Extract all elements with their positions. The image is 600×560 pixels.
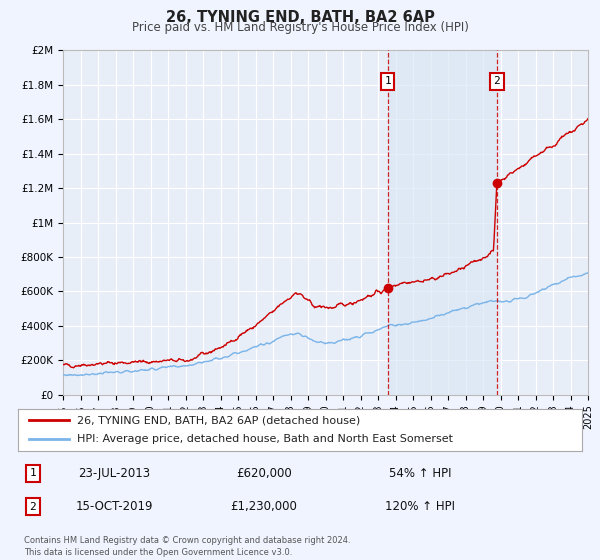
Text: Price paid vs. HM Land Registry's House Price Index (HPI): Price paid vs. HM Land Registry's House … [131, 21, 469, 34]
Text: 54% ↑ HPI: 54% ↑ HPI [389, 466, 451, 480]
Text: This data is licensed under the Open Government Licence v3.0.: This data is licensed under the Open Gov… [24, 548, 292, 557]
Text: 1: 1 [29, 468, 37, 478]
Text: 2: 2 [493, 76, 500, 86]
Text: 26, TYNING END, BATH, BA2 6AP (detached house): 26, TYNING END, BATH, BA2 6AP (detached … [77, 415, 361, 425]
Text: Contains HM Land Registry data © Crown copyright and database right 2024.: Contains HM Land Registry data © Crown c… [24, 536, 350, 545]
Text: 26, TYNING END, BATH, BA2 6AP: 26, TYNING END, BATH, BA2 6AP [166, 10, 434, 25]
Text: HPI: Average price, detached house, Bath and North East Somerset: HPI: Average price, detached house, Bath… [77, 435, 453, 445]
Text: £620,000: £620,000 [236, 466, 292, 480]
Text: 23-JUL-2013: 23-JUL-2013 [78, 466, 150, 480]
Text: 2: 2 [29, 502, 37, 512]
Text: 15-OCT-2019: 15-OCT-2019 [75, 500, 153, 514]
Text: 120% ↑ HPI: 120% ↑ HPI [385, 500, 455, 514]
Text: 1: 1 [384, 76, 391, 86]
Bar [388, 50, 497, 395]
Text: £1,230,000: £1,230,000 [230, 500, 298, 514]
